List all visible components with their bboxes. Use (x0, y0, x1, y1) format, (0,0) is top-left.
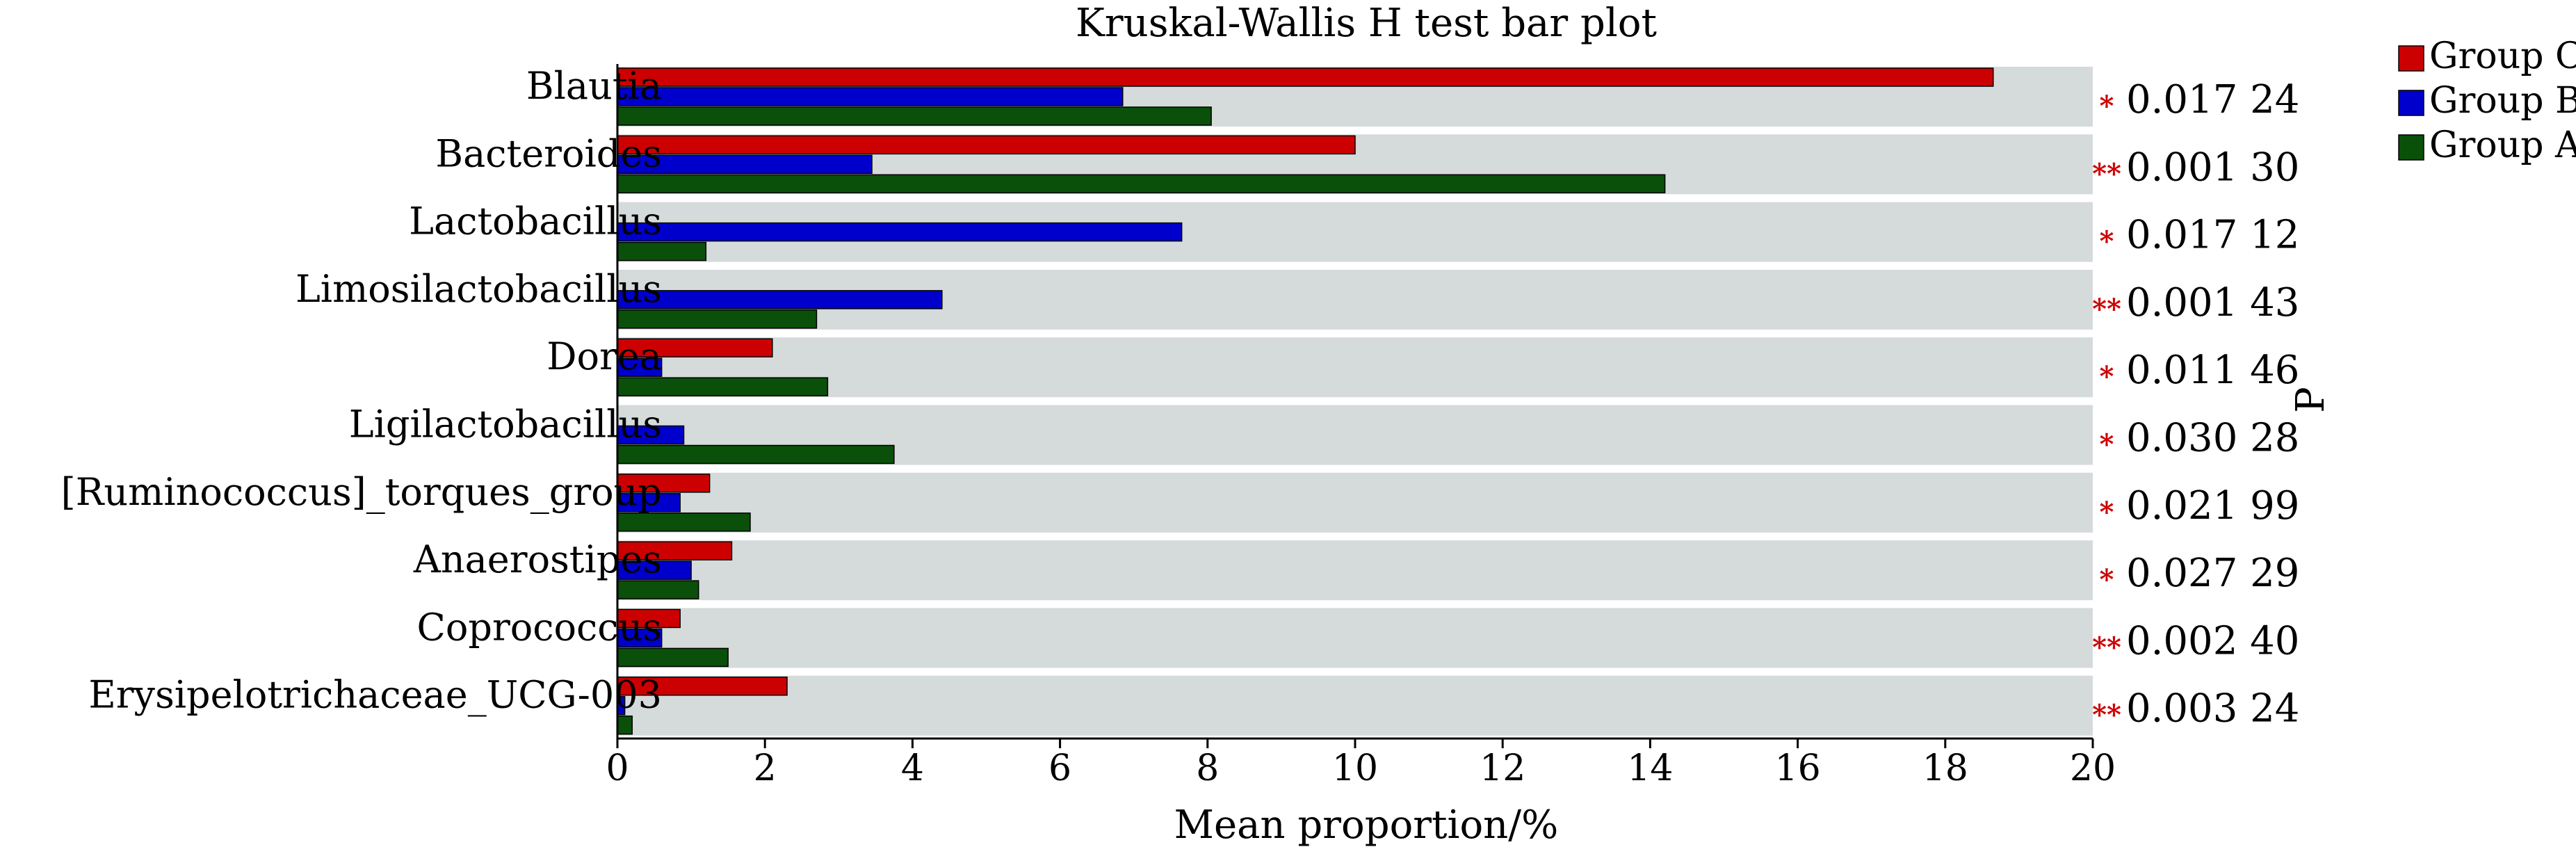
p-value-labels: * 0.017 24** 0.001 30* 0.017 12** 0.001 43* 0… (2092, 77, 2299, 732)
bar (617, 541, 733, 560)
category-label: Blautia (526, 64, 662, 108)
legend-swatch (2398, 90, 2424, 116)
bar (617, 628, 663, 648)
legend-swatch (2398, 45, 2424, 72)
bar (617, 241, 707, 261)
right-axis-label: P (2288, 387, 2333, 413)
p-value-label: 0.011 46 (2126, 348, 2299, 393)
x-tick-label: 4 (901, 748, 924, 789)
bar (617, 647, 729, 668)
legend-label: Group B (2429, 80, 2576, 122)
x-tick-label: 18 (1922, 748, 1968, 789)
category-band (617, 472, 2093, 533)
category-label: Ligilactobacillus (349, 403, 662, 446)
category-band (617, 540, 2093, 601)
bar (617, 676, 788, 696)
significance-marker: ** (2092, 631, 2121, 663)
category-label: Limosilactobacillus (295, 267, 662, 311)
p-value-label: 0.002 40 (2126, 618, 2299, 663)
significance-marker: * (2100, 90, 2114, 122)
bar (617, 608, 681, 629)
bar (617, 513, 751, 532)
x-axis: 0 2 4 6 8 10 12 14 16 18 20 (606, 64, 2116, 789)
bar (617, 174, 1666, 194)
x-tick-label: 0 (606, 748, 629, 789)
bar (617, 444, 895, 465)
legend-label: Group A (2429, 124, 2576, 166)
category-labels: Blautia Bacteroides Lactobacillus Limosilac… (61, 64, 662, 717)
significance-marker: * (2100, 563, 2114, 596)
x-tick-label: 20 (2070, 748, 2116, 789)
bar (617, 106, 1212, 126)
category-label: [Ruminococcus]_torques_group (61, 470, 662, 514)
category-band (617, 337, 2093, 398)
bar (617, 560, 692, 580)
bar (617, 357, 663, 377)
x-axis-label: Mean proportion/% (1174, 802, 1559, 847)
bar (617, 425, 685, 445)
category-band (617, 608, 2093, 668)
category-label: Erysipelotrichaceae_UCG-003 (88, 673, 662, 717)
bar (617, 338, 773, 357)
bar (617, 290, 943, 309)
category-label: Bacteroides (435, 131, 662, 175)
significance-marker: * (2100, 496, 2114, 529)
x-tick-label: 6 (1048, 748, 1071, 789)
p-value-label: 0.001 30 (2126, 145, 2299, 190)
bars-group (617, 67, 1994, 735)
p-value-label: 0.001 43 (2126, 280, 2299, 325)
category-label: Anaerostipes (413, 538, 662, 581)
legend-swatch (2398, 134, 2424, 161)
significance-marker: ** (2092, 699, 2121, 732)
p-value-label: 0.021 99 (2126, 483, 2299, 529)
bar (617, 580, 699, 599)
category-label: Lactobacillus (409, 200, 662, 243)
x-tick-label: 12 (1480, 748, 1525, 789)
chart-title: Kruskal-Wallis H test bar plot (1076, 1, 1657, 46)
bar (617, 493, 681, 513)
significance-marker: * (2100, 360, 2114, 393)
bar (617, 377, 829, 396)
x-tick-label: 2 (754, 748, 777, 789)
bar (617, 715, 633, 735)
significance-marker: ** (2092, 157, 2121, 190)
category-bands (617, 67, 2093, 736)
p-value-label: 0.017 12 (2126, 213, 2299, 258)
significance-marker: * (2100, 428, 2114, 461)
x-tick-label: 8 (1196, 748, 1219, 789)
category-label: Coprococcus (417, 605, 662, 649)
category-label: Dorea (546, 334, 662, 378)
bar (617, 222, 1183, 242)
significance-marker: ** (2092, 293, 2121, 325)
bar (617, 309, 818, 329)
x-tick-label: 16 (1775, 748, 1821, 789)
significance-marker: * (2100, 225, 2114, 258)
p-value-label: 0.030 28 (2126, 416, 2299, 461)
bar (617, 87, 1124, 106)
p-value-label: 0.017 24 (2126, 77, 2299, 122)
category-band (617, 675, 2093, 736)
p-value-label: 0.003 24 (2126, 686, 2299, 732)
bar (617, 67, 1994, 87)
x-tick-label: 10 (1332, 748, 1378, 789)
x-tick-label: 14 (1627, 748, 1673, 789)
legend-label: Group C (2429, 35, 2576, 77)
p-value-label: 0.027 29 (2126, 551, 2299, 596)
bar (617, 135, 1356, 155)
